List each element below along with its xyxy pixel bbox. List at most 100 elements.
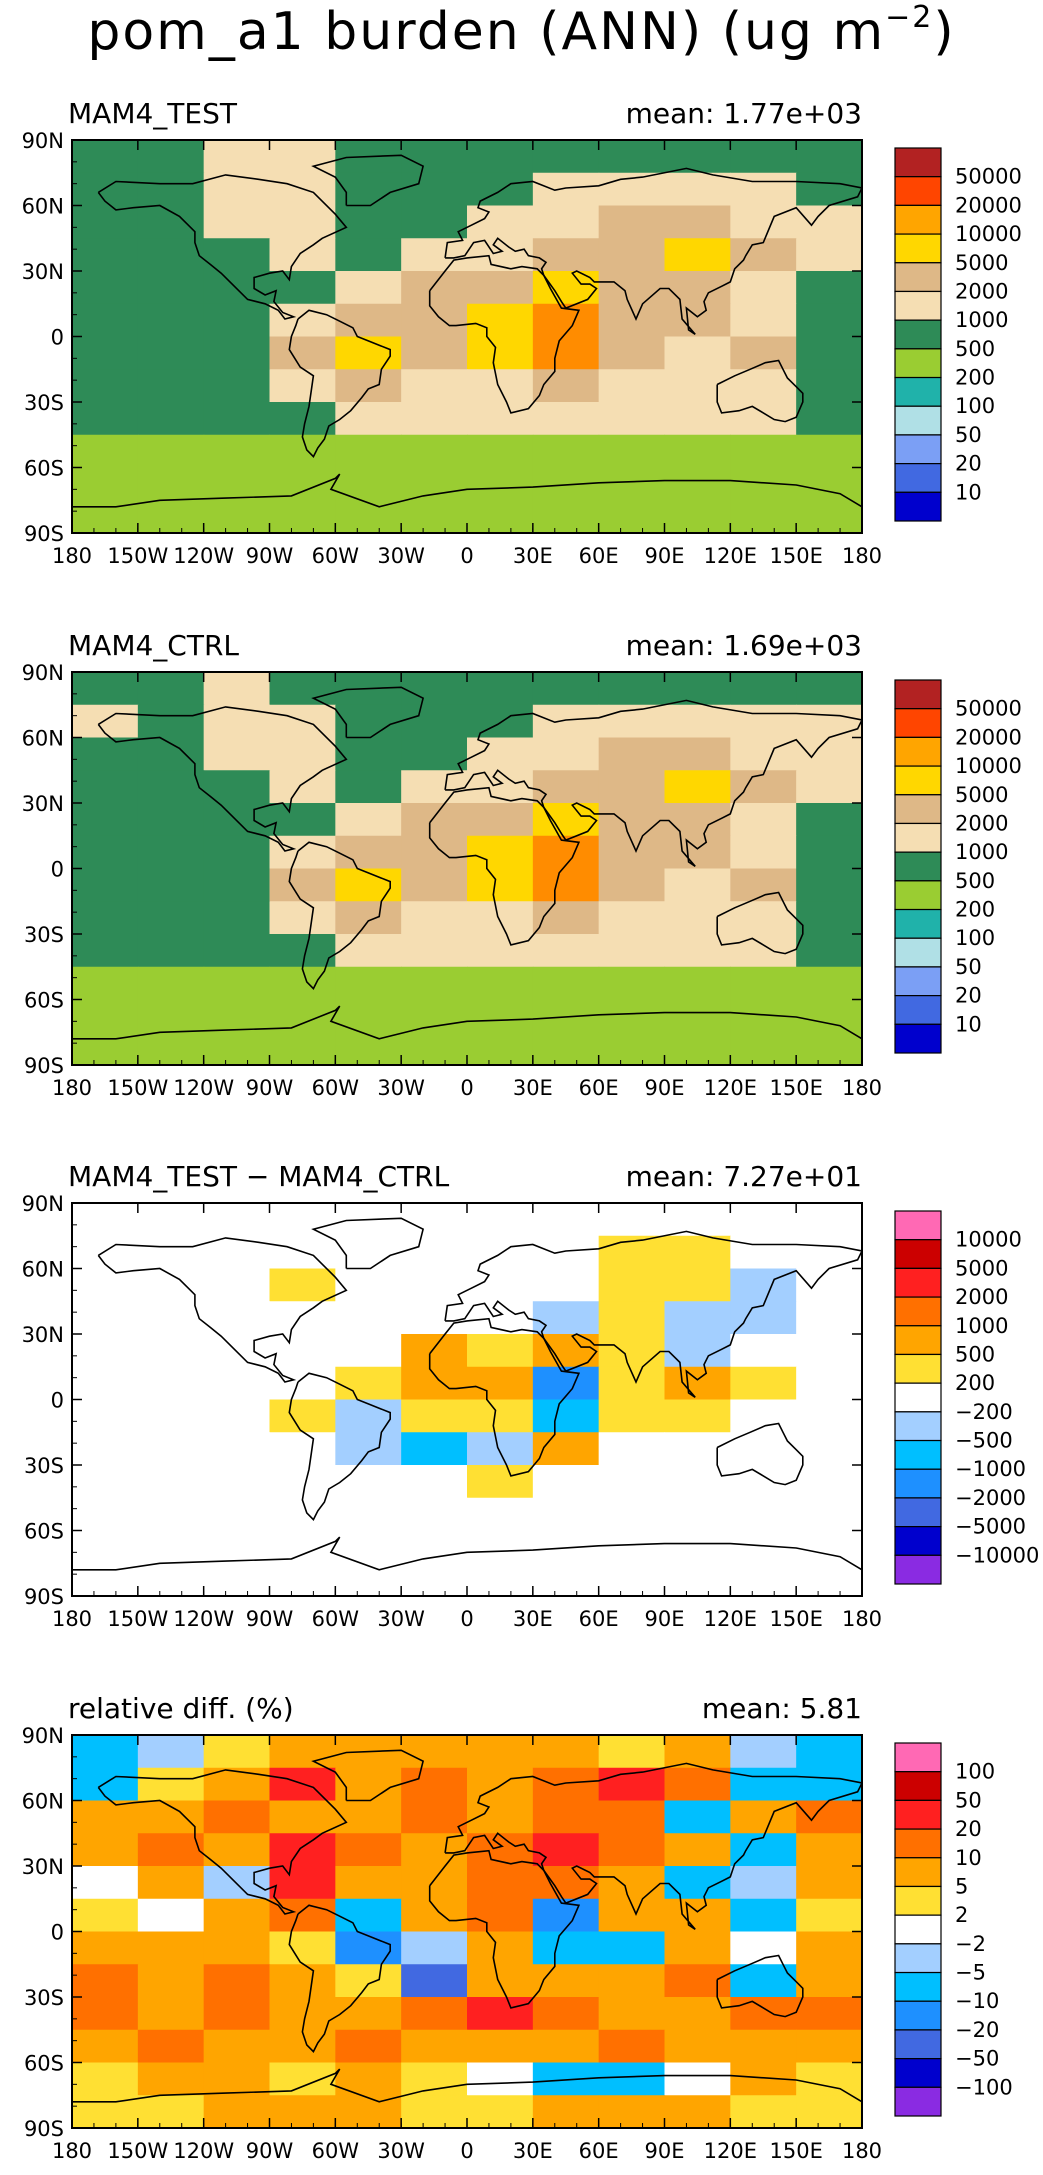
field-cell xyxy=(467,1432,534,1466)
field-cell xyxy=(72,2062,139,2096)
field-cell xyxy=(401,1203,468,1237)
field-cell xyxy=(730,1735,797,1769)
field-cell xyxy=(598,2095,666,2128)
coastline xyxy=(311,686,425,739)
y-tick-label: 0 xyxy=(51,858,64,882)
legend-swatch xyxy=(894,708,942,738)
field-cell xyxy=(203,2095,271,2128)
field-cell xyxy=(401,467,468,501)
field-cell xyxy=(730,1399,797,1433)
field-cell xyxy=(796,672,862,706)
y-tick-label: 30S xyxy=(24,923,64,947)
legend-swatch xyxy=(894,1771,942,1801)
x-tick-label: 60E xyxy=(579,1607,619,1631)
field-cell xyxy=(203,901,271,935)
field-cell xyxy=(137,172,205,207)
field-cell xyxy=(467,934,534,968)
field-cell xyxy=(401,2062,468,2096)
coastline xyxy=(288,841,392,990)
field-cell xyxy=(796,1497,862,1532)
field-cell xyxy=(335,1898,402,1933)
field-cell xyxy=(269,2062,336,2096)
field-cell xyxy=(203,238,271,272)
field-cell xyxy=(664,868,731,902)
legend-label: −20 xyxy=(955,2018,999,2042)
field-cell xyxy=(664,1399,731,1433)
field-cell xyxy=(467,999,534,1033)
y-tick-label: 90N xyxy=(22,129,64,153)
field-cell xyxy=(401,1997,468,2031)
field-cell xyxy=(401,1800,468,1834)
field-cell xyxy=(796,1032,862,1065)
field-cell xyxy=(796,434,862,469)
field-cell xyxy=(796,999,862,1033)
field-cell xyxy=(401,336,468,370)
x-tick-label: 0 xyxy=(460,1607,473,1631)
legend-label: 100 xyxy=(955,1760,995,1784)
field-cell xyxy=(72,770,139,804)
field-cell xyxy=(203,966,271,1001)
field-cell xyxy=(532,803,600,837)
legend-swatch xyxy=(894,348,942,379)
field-cell xyxy=(335,402,402,436)
field-cell xyxy=(796,303,862,338)
field-cell xyxy=(598,500,666,533)
field-cell xyxy=(664,737,731,771)
x-tick-label: 60E xyxy=(579,544,619,568)
x-tick-label: 30E xyxy=(513,2139,553,2163)
field-cell xyxy=(598,1530,666,1564)
legend-label: 5000 xyxy=(955,1256,1008,1280)
field-cell xyxy=(664,369,731,403)
coastline xyxy=(444,1230,862,1398)
field-cell xyxy=(598,434,666,469)
field-cell xyxy=(796,966,862,1001)
x-tick-label: 60W xyxy=(312,1607,360,1631)
field-cell xyxy=(796,1334,862,1368)
coastline xyxy=(311,154,425,207)
field-cell xyxy=(401,1399,468,1433)
field-cell xyxy=(532,1735,600,1769)
field-cell xyxy=(730,2029,797,2064)
field-cell xyxy=(730,966,797,1001)
legend-label: 20000 xyxy=(955,725,1022,749)
field-cell xyxy=(72,205,139,239)
field-cell xyxy=(72,271,139,305)
legend-swatch xyxy=(894,262,942,293)
coastline xyxy=(97,1237,348,1383)
field-cell xyxy=(137,868,205,902)
field-cell xyxy=(335,2062,402,2096)
field-cell xyxy=(796,704,862,739)
legend-swatch xyxy=(894,2029,942,2060)
field-cell xyxy=(532,140,600,174)
field-cell xyxy=(137,500,205,533)
legend-swatch xyxy=(894,851,942,882)
field-cell xyxy=(269,1203,336,1237)
panel-mean-label: mean: 1.77e+03 xyxy=(626,97,862,130)
field-cell xyxy=(203,402,271,436)
legend-label: −1000 xyxy=(955,1457,1026,1481)
field-cell xyxy=(203,1203,271,1237)
field-cell xyxy=(730,1032,797,1065)
coastline xyxy=(97,1769,348,1915)
field-cell xyxy=(72,1203,139,1237)
field-cell xyxy=(72,336,139,370)
field-cell xyxy=(137,303,205,338)
field-grid xyxy=(72,1203,862,1596)
field-cell xyxy=(598,1735,666,1769)
field-cell xyxy=(335,2029,402,2064)
field-grid xyxy=(72,1735,862,2128)
legend-swatch xyxy=(894,1799,942,1830)
legend-swatch xyxy=(894,765,942,796)
field-cell xyxy=(532,934,600,968)
field-cell xyxy=(467,1997,534,2031)
x-tick-label: 150E xyxy=(769,1076,822,1100)
x-tick-label: 60W xyxy=(312,544,360,568)
coastline xyxy=(716,891,804,955)
field-cell xyxy=(664,1800,731,1834)
map-panel-difference: MAM4_TEST − MAM4_CTRL mean: 7.27e+01 180 15… xyxy=(22,1160,1040,1631)
x-tick-label: 120E xyxy=(704,2139,757,2163)
field-cell xyxy=(664,1964,731,1998)
field-cell xyxy=(796,238,862,272)
field-cell xyxy=(203,500,271,533)
legend-swatch xyxy=(894,290,942,321)
